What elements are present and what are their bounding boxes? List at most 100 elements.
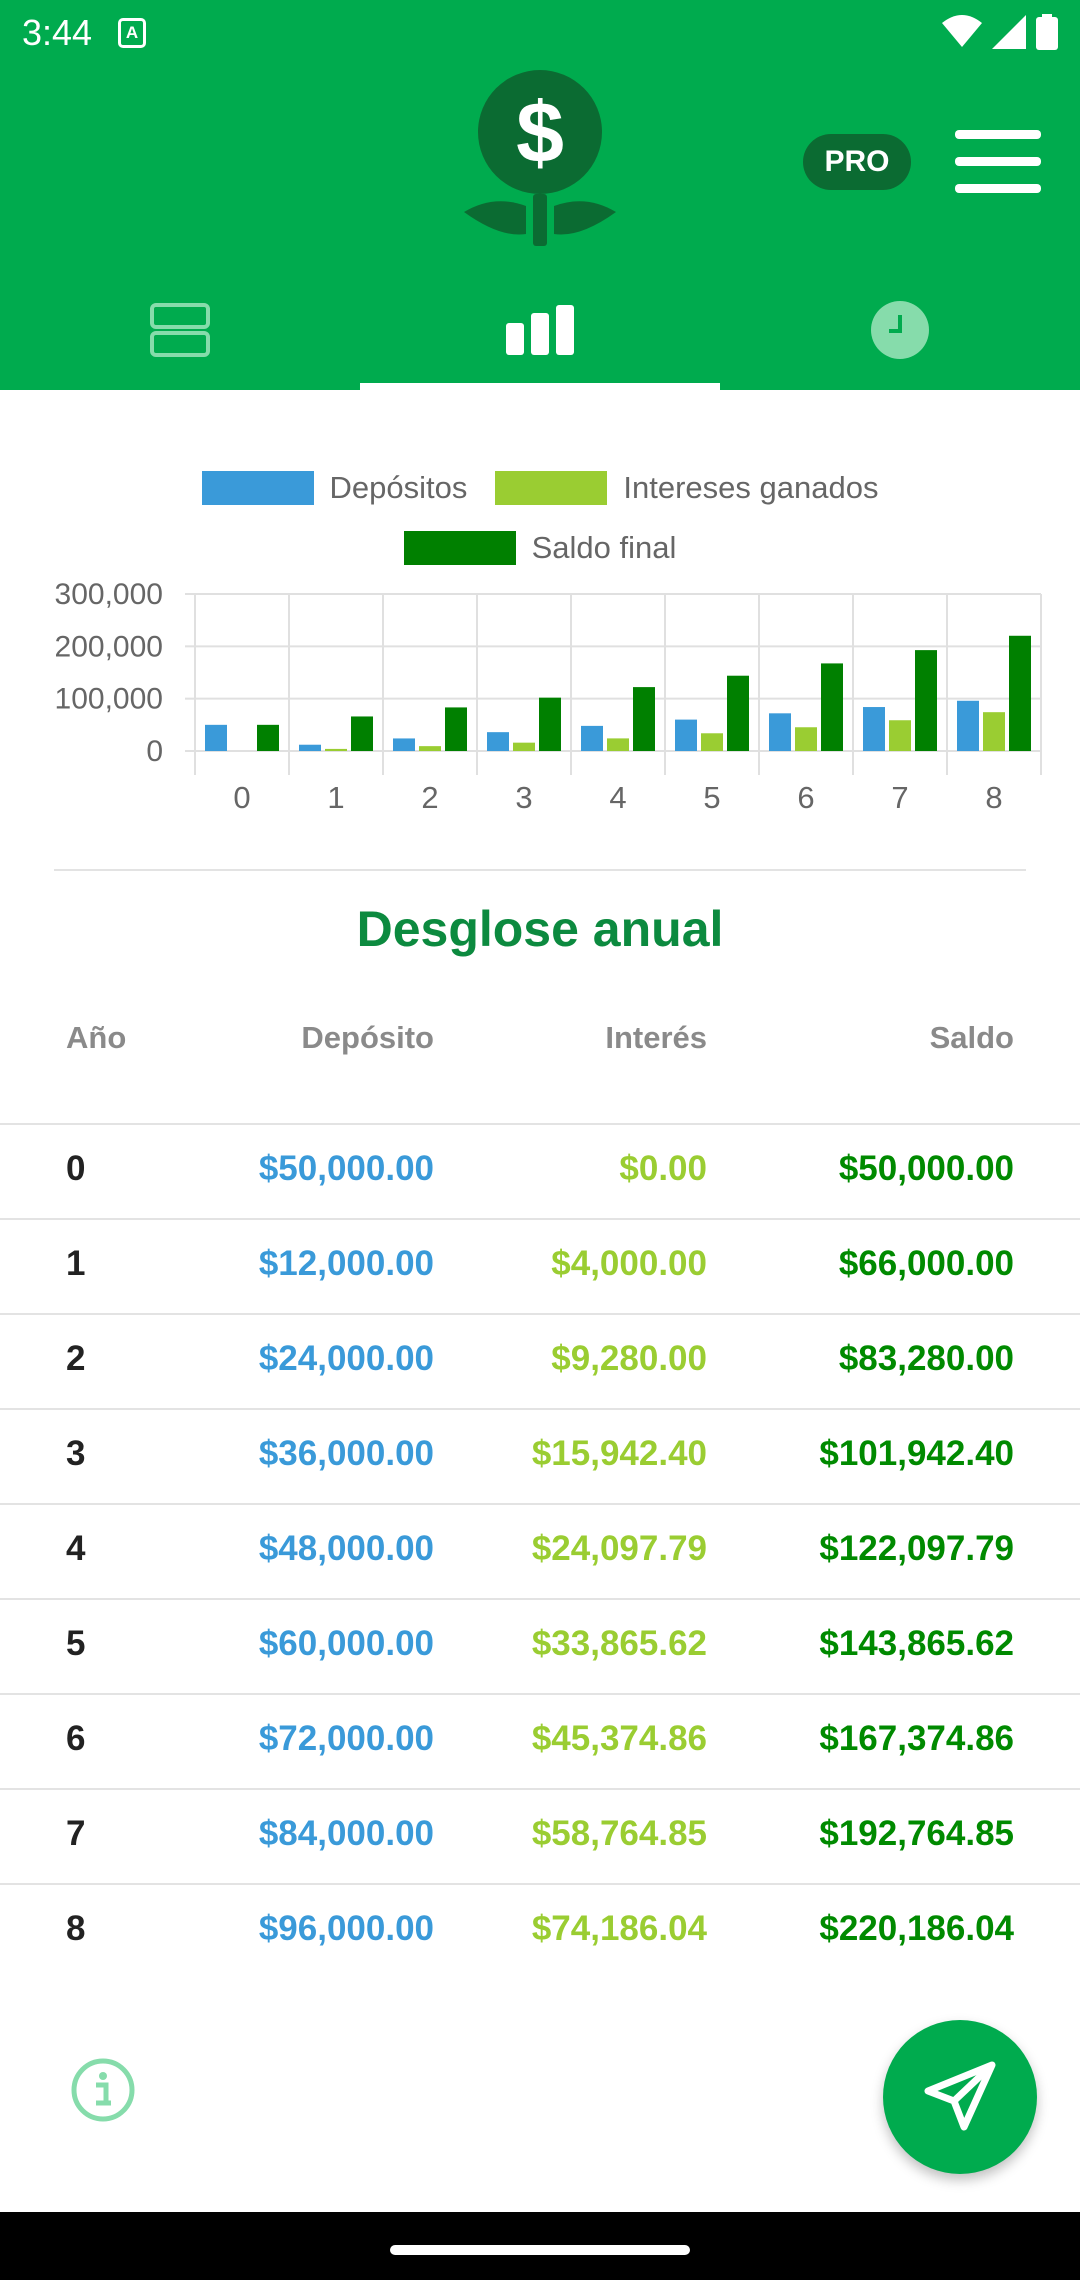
bar: [1009, 635, 1031, 751]
header-year: Año: [66, 1020, 127, 1055]
cell-year: 1: [66, 1244, 86, 1283]
tab-chart[interactable]: [360, 270, 720, 390]
bar: [821, 663, 843, 751]
table-row: 0 $50,000.00 $0.00 $50,000.00: [0, 1123, 1080, 1218]
cell-interest: $58,764.85: [531, 1814, 707, 1853]
cell-interest: $9,280.00: [551, 1339, 707, 1378]
cell-interest: $0.00: [619, 1149, 707, 1188]
bar-chart: 300,000 200,000 100,000 0 0 1 2 3 4 5 6 7 8: [55, 578, 1042, 815]
bar: [581, 725, 603, 751]
cell-balance: $220,186.04: [819, 1909, 1014, 1948]
cell-deposit: $12,000.00: [258, 1244, 434, 1283]
bar: [513, 742, 535, 751]
cell-year: 7: [66, 1814, 86, 1853]
wifi-icon: [942, 15, 982, 47]
home-gesture-bar[interactable]: [390, 2245, 690, 2255]
legend-item-deposits[interactable]: Depósitos: [201, 470, 467, 506]
table-row: 1 $12,000.00 $4,000.00 $66,000.00: [0, 1218, 1080, 1313]
x-tick-label: 6: [797, 780, 814, 815]
legend-swatch-interest: [495, 471, 608, 505]
table-row: 5 $60,000.00 $33,865.62 $143,865.62: [0, 1598, 1080, 1693]
cell-interest: $4,000.00: [551, 1244, 707, 1283]
cell-balance: $101,942.40: [819, 1434, 1014, 1473]
info-icon[interactable]: [70, 2057, 136, 2123]
legend-swatch-deposits: [201, 471, 314, 505]
bar: [445, 707, 467, 751]
status-time: 3:44: [22, 12, 93, 53]
legend-item-balance[interactable]: Saldo final: [403, 530, 676, 566]
bar-chart-icon: [506, 305, 574, 355]
legend-swatch-balance: [403, 531, 516, 565]
menu-bar: [955, 130, 1041, 139]
bar: [957, 700, 979, 751]
bar: [487, 732, 509, 751]
y-tick-label: 300,000: [55, 578, 163, 611]
cell-interest: $24,097.79: [531, 1529, 707, 1568]
bar: [863, 707, 885, 751]
bar: [419, 746, 441, 751]
app-logo-icon: $: [464, 70, 616, 246]
bar: [889, 720, 911, 751]
legend-label-interest: Intereses ganados: [623, 470, 879, 505]
logo-symbol: $: [516, 85, 564, 181]
cell-balance: $192,764.85: [819, 1814, 1014, 1853]
bar: [325, 748, 347, 751]
cell-deposit: $48,000.00: [258, 1529, 434, 1568]
menu-button[interactable]: [955, 130, 1041, 196]
x-tick-label: 2: [421, 780, 438, 815]
bar: [983, 712, 1005, 751]
list-icon: [150, 303, 210, 357]
tab-history[interactable]: [720, 270, 1080, 390]
cell-deposit: $84,000.00: [258, 1814, 434, 1853]
send-icon: [924, 2061, 996, 2131]
cell-year: 4: [66, 1529, 86, 1568]
menu-bar: [955, 184, 1041, 193]
bar: [675, 719, 697, 751]
bar: [539, 697, 561, 751]
status-bar: 3:44 A: [0, 0, 1080, 66]
bar: [701, 733, 723, 751]
bar: [205, 724, 227, 751]
cell-balance: $66,000.00: [838, 1244, 1014, 1283]
cell-deposit: $24,000.00: [258, 1339, 434, 1378]
cell-interest: $15,942.40: [531, 1434, 707, 1473]
clock-icon: [871, 301, 929, 359]
menu-bar: [955, 157, 1041, 166]
x-tick-label: 1: [327, 780, 344, 815]
bar: [393, 738, 415, 751]
tab-list[interactable]: [0, 270, 360, 390]
battery-icon: [1036, 14, 1058, 50]
x-tick-label: 8: [985, 780, 1002, 815]
pro-badge[interactable]: PRO: [803, 134, 911, 190]
cell-year: 5: [66, 1624, 86, 1663]
notification-icon: A: [118, 18, 146, 48]
x-tick-label: 3: [515, 780, 532, 815]
chart-legend: Depósitos Intereses ganados Saldo final: [0, 465, 1080, 585]
cell-balance: $122,097.79: [819, 1529, 1014, 1568]
cell-deposit: $50,000.00: [258, 1149, 434, 1188]
cell-balance: $50,000.00: [838, 1149, 1014, 1188]
legend-item-interest[interactable]: Intereses ganados: [495, 470, 878, 506]
y-tick-label: 200,000: [55, 630, 163, 663]
table-row: 4 $48,000.00 $24,097.79 $122,097.79: [0, 1503, 1080, 1598]
cell-interest: $33,865.62: [531, 1624, 707, 1663]
cell-balance: $83,280.00: [838, 1339, 1014, 1378]
legend-row: Depósitos Intereses ganados: [0, 465, 1080, 511]
cell-year: 2: [66, 1339, 86, 1378]
bar: [915, 650, 937, 751]
signal-icon: [992, 15, 1026, 49]
divider: [54, 869, 1026, 871]
table-row: 3 $36,000.00 $15,942.40 $101,942.40: [0, 1408, 1080, 1503]
legend-row: Saldo final: [0, 525, 1080, 571]
status-icons: [942, 14, 1058, 50]
table-row: 8 $96,000.00 $74,186.04 $220,186.04: [0, 1883, 1080, 1978]
x-tick-label: 4: [609, 780, 626, 815]
table-row: 7 $84,000.00 $58,764.85 $192,764.85: [0, 1788, 1080, 1883]
bar: [769, 713, 791, 751]
cell-year: 0: [66, 1149, 86, 1188]
cell-deposit: $72,000.00: [258, 1719, 434, 1758]
header-deposit: Depósito: [301, 1020, 434, 1055]
tab-bar: [0, 270, 1080, 390]
send-button[interactable]: [883, 2020, 1037, 2174]
bar: [351, 716, 373, 751]
